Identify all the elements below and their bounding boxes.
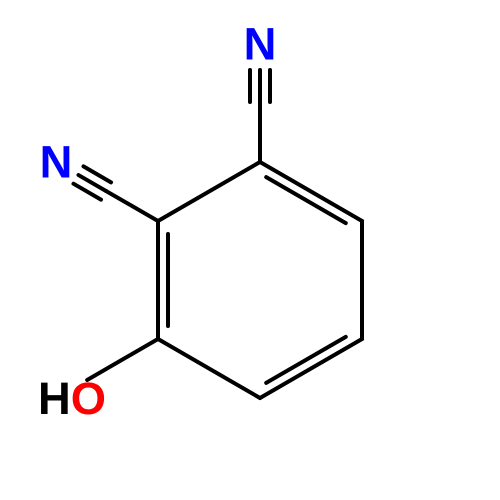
molecule-diagram: N N HO: [0, 0, 500, 500]
atom-label: N: [244, 19, 277, 70]
bond: [106, 191, 158, 221]
bond: [158, 162, 260, 221]
bond: [158, 339, 260, 398]
bond: [266, 177, 346, 223]
bond: [260, 339, 362, 398]
bond: [260, 162, 362, 221]
bond: [266, 337, 346, 383]
atom-label: N: [40, 137, 73, 188]
atom-label: HO: [38, 373, 106, 424]
